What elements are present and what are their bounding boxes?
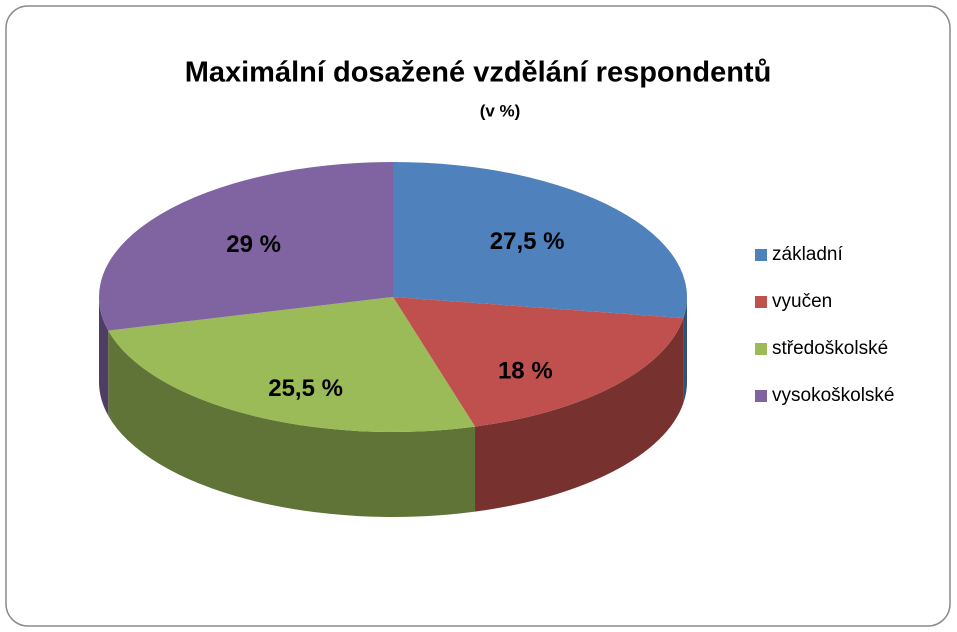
slice-side <box>683 297 687 404</box>
slice <box>108 297 476 432</box>
legend-swatch <box>755 390 767 402</box>
value-label: 18 % <box>498 358 553 385</box>
slice <box>99 162 394 331</box>
slice <box>393 297 684 427</box>
legend-swatch <box>755 296 767 308</box>
chart-title: Maximální dosažené vzdělání respondentů <box>185 57 772 89</box>
legend-label: vysokoškolské <box>772 385 895 406</box>
chart-subtitle: (v %) <box>480 101 521 120</box>
legend-label: středoškolské <box>772 338 888 359</box>
legend-swatch <box>755 343 767 355</box>
legend-label: vyučen <box>772 291 832 312</box>
legend-swatch <box>755 249 767 261</box>
slice-side <box>108 330 476 517</box>
value-label: 25,5 % <box>268 375 343 402</box>
legend-label: základní <box>772 244 843 265</box>
value-label: 29 % <box>226 231 281 258</box>
slice <box>393 162 687 319</box>
slice-side <box>475 318 684 512</box>
slice-side <box>99 297 109 416</box>
value-label: 27,5 % <box>490 228 565 255</box>
